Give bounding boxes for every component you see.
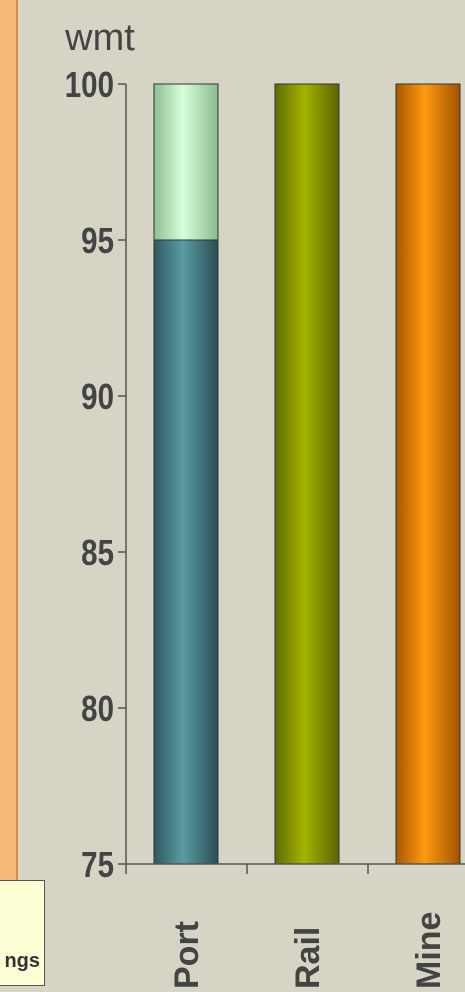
- x-tick-label-mine: Mine: [410, 912, 448, 989]
- y-axis-ticks: 75 80 85 90 95 100: [65, 64, 126, 885]
- x-tick-label-rail: Rail: [289, 927, 327, 989]
- y-tick-label: 85: [81, 532, 114, 572]
- bar-port-segment-2: [153, 83, 219, 241]
- legend-text: ngs: [4, 950, 40, 972]
- y-tick-label: 95: [81, 220, 114, 260]
- y-tick-label: 80: [81, 688, 114, 728]
- y-axis-label: wmt: [64, 17, 135, 59]
- y-tick-label: 90: [81, 376, 114, 416]
- bars: [153, 83, 461, 865]
- bar-mine-segment-1: [395, 83, 461, 865]
- legend-box: ngs: [0, 880, 45, 986]
- left-panel-strip: [0, 0, 18, 880]
- x-tick-label-port: Port: [168, 921, 206, 989]
- y-tick-label: 75: [81, 844, 114, 884]
- bar-rail-segment-1: [274, 83, 340, 865]
- y-tick-label: 100: [65, 64, 114, 104]
- bar-port-segment-1: [153, 239, 219, 865]
- x-axis-ticks: Port Rail Mine: [125, 864, 448, 989]
